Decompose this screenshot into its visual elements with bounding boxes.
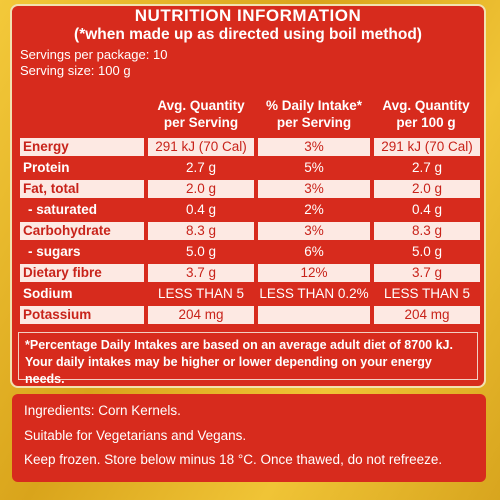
row-label: Sodium xyxy=(23,286,73,301)
cell-daily-intake: 5% xyxy=(304,160,324,175)
table-row-energy: Energy 291 kJ (70 Cal) 3% 291 kJ (70 Cal… xyxy=(20,138,480,156)
column-header-line: per Serving xyxy=(163,115,239,130)
column-header-line: per Serving xyxy=(276,115,352,130)
cell-per-serving: 3.7 g xyxy=(148,264,254,282)
cell-per-serving: 204 mg xyxy=(148,306,254,324)
row-label: - saturated xyxy=(28,202,98,217)
cell-per-serving: 2.0 g xyxy=(148,180,254,198)
table-row-dietary-fibre: Dietary fibre 3.7 g 12% 3.7 g xyxy=(20,264,480,282)
cell-per-100g: 291 kJ (70 Cal) xyxy=(374,138,480,156)
footnote-line: Your daily intakes may be higher or lowe… xyxy=(25,355,432,386)
cell-per-100g: 8.3 g xyxy=(374,222,480,240)
cell-per-100g: 2.0 g xyxy=(374,180,480,198)
cell-per-100g: 204 mg xyxy=(374,306,480,324)
column-header-line: Avg. Quantity xyxy=(157,98,245,113)
cell-per-100g: 2.7 g xyxy=(411,160,443,175)
column-header-line: per 100 g xyxy=(396,115,456,130)
ingredients-text: Ingredients: Corn Kernels. xyxy=(24,403,181,418)
cell-daily-intake: 3% xyxy=(258,138,370,156)
row-label: - sugars xyxy=(28,244,81,259)
table-row-fat-total: Fat, total 2.0 g 3% 2.0 g xyxy=(20,180,480,198)
row-label: Energy xyxy=(20,138,144,156)
row-label: Carbohydrate xyxy=(20,222,144,240)
table-row-sodium: Sodium LESS THAN 5 mg LESS THAN 0.2% LES… xyxy=(20,285,480,319)
cell-daily-intake: LESS THAN 0.2% xyxy=(259,286,369,301)
daily-intake-footnote: *Percentage Daily Intakes are based on a… xyxy=(18,332,478,386)
cell-per-serving: 5.0 g xyxy=(185,244,217,259)
cell-daily-intake: 12% xyxy=(258,264,370,282)
row-label: Fat, total xyxy=(20,180,144,198)
column-header-avg-per-serving: Avg. Quantity per Serving xyxy=(148,97,254,131)
cell-per-100g: 5.0 g xyxy=(411,244,443,259)
row-label: Potassium xyxy=(20,306,144,324)
column-header-line: Avg. Quantity xyxy=(382,98,470,113)
cell-per-serving: 0.4 g xyxy=(185,202,217,217)
cell-daily-intake: 3% xyxy=(258,222,370,240)
ingredients-panel xyxy=(12,394,486,482)
suitability-text: Suitable for Vegetarians and Vegans. xyxy=(24,428,247,443)
cell-per-serving: 291 kJ (70 Cal) xyxy=(148,138,254,156)
storage-instructions: Keep frozen. Store below minus 18 °C. On… xyxy=(24,452,443,467)
servings-per-package: Servings per package: 10 xyxy=(20,47,168,62)
cell-daily-intake xyxy=(258,306,370,324)
table-row-potassium: Potassium 204 mg 204 mg xyxy=(20,306,480,324)
cell-per-100g: LESS THAN 5 mg xyxy=(383,286,471,319)
cell-per-100g: 0.4 g xyxy=(411,202,443,217)
cell-per-100g: 3.7 g xyxy=(374,264,480,282)
panel-subtitle: (*when made up as directed using boil me… xyxy=(74,26,422,43)
row-label: Dietary fibre xyxy=(20,264,144,282)
cell-per-serving: 8.3 g xyxy=(148,222,254,240)
column-header-line: % Daily Intake* xyxy=(265,98,363,113)
table-row-sugars: - sugars 5.0 g 6% 5.0 g xyxy=(20,243,480,261)
column-header-daily-intake: % Daily Intake* per Serving xyxy=(258,97,370,131)
cell-daily-intake: 6% xyxy=(304,244,324,259)
panel-title: NUTRITION INFORMATION xyxy=(134,6,362,25)
table-row-protein: Protein 2.7 g 5% 2.7 g xyxy=(20,159,480,177)
cell-daily-intake: 3% xyxy=(258,180,370,198)
row-label: Protein xyxy=(23,160,70,175)
cell-per-serving: 2.7 g xyxy=(185,160,217,175)
column-header-avg-per-100g: Avg. Quantity per 100 g xyxy=(370,97,482,131)
table-row-carbohydrate: Carbohydrate 8.3 g 3% 8.3 g xyxy=(20,222,480,240)
footnote-line: *Percentage Daily Intakes are based on a… xyxy=(25,338,453,352)
table-row-saturated: - saturated 0.4 g 2% 0.4 g xyxy=(20,201,480,219)
cell-per-serving: LESS THAN 5 mg xyxy=(157,286,245,319)
nutrition-table: Energy 291 kJ (70 Cal) 3% 291 kJ (70 Cal… xyxy=(20,138,480,327)
serving-size: Serving size: 100 g xyxy=(20,63,131,78)
cell-daily-intake: 2% xyxy=(304,202,324,217)
